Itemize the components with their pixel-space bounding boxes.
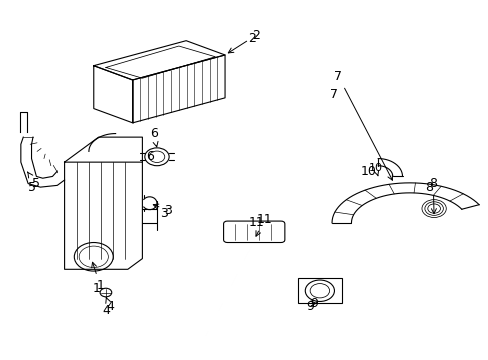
Text: 9: 9 xyxy=(309,297,317,310)
Text: 6: 6 xyxy=(145,150,153,163)
Text: 8: 8 xyxy=(428,177,436,213)
Text: 7: 7 xyxy=(334,70,392,180)
Text: 10: 10 xyxy=(360,165,376,177)
Text: 2: 2 xyxy=(228,29,259,53)
Text: 10: 10 xyxy=(368,163,382,176)
Text: 5: 5 xyxy=(27,172,40,190)
Text: 11: 11 xyxy=(255,213,272,236)
Text: 6: 6 xyxy=(149,127,158,147)
Text: 4: 4 xyxy=(102,304,110,317)
Text: 9: 9 xyxy=(305,300,313,313)
Bar xyxy=(297,278,341,303)
Text: 8: 8 xyxy=(425,181,432,194)
Text: 1: 1 xyxy=(92,262,104,292)
Text: 3: 3 xyxy=(160,207,168,220)
Text: 2: 2 xyxy=(247,32,255,45)
Text: 3: 3 xyxy=(153,204,172,217)
Text: 5: 5 xyxy=(27,181,36,194)
Text: 4: 4 xyxy=(105,297,114,314)
Text: 11: 11 xyxy=(248,216,264,229)
Text: 1: 1 xyxy=(92,283,100,296)
Text: 7: 7 xyxy=(330,88,338,101)
